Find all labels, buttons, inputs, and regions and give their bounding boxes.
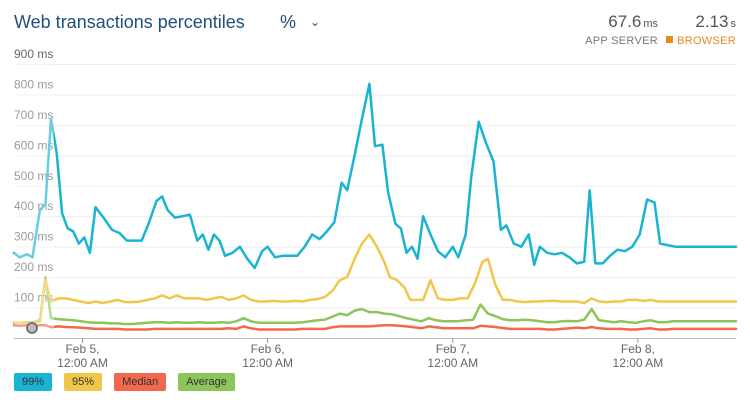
legend-item-95[interactable]: 95% [64, 373, 103, 391]
x-tick-label: 12:00 AM [57, 356, 108, 370]
legend-label-median: Median [122, 376, 159, 388]
y-tick-label: 500 ms [14, 169, 53, 183]
app-server-value: 67.6 [608, 12, 642, 31]
legend-label-95: 95% [72, 376, 95, 388]
browser-unit: s [730, 18, 737, 30]
x-tick-label: 12:00 AM [242, 356, 293, 370]
browser-value: 2.13 [695, 12, 729, 31]
left-fade [14, 64, 54, 338]
y-tick-label: 400 ms [14, 199, 53, 213]
series-line-99 [12, 82, 738, 270]
unit-select[interactable]: % ⌄ [280, 12, 320, 33]
x-tick-label: Feb 8, [621, 342, 655, 356]
browser-label: BROWSER [677, 35, 736, 47]
legend-label-99: 99% [22, 376, 45, 388]
x-tick-label: Feb 5, [65, 342, 99, 356]
series-line-95 [12, 233, 738, 325]
browser-metric: 2.13 s BROWSER [666, 12, 736, 47]
legend-item-average[interactable]: Average [178, 373, 235, 391]
x-tick-label: Feb 7, [436, 342, 470, 356]
series-line-median [12, 323, 738, 331]
legend-item-median[interactable]: Median [114, 373, 167, 391]
chart-legend: 99% 95% Median Average [14, 373, 235, 391]
legend-item-99[interactable]: 99% [14, 373, 53, 391]
y-tick-label: 600 ms [14, 138, 53, 152]
y-tick-label: 300 ms [14, 230, 53, 244]
legend-label-average: Average [186, 376, 227, 388]
y-tick-label: 800 ms [14, 77, 53, 91]
chart-title: Web transactions percentiles [14, 12, 245, 32]
chevron-down-icon: ⌄ [310, 15, 321, 29]
y-tick-label: 900 ms [14, 47, 53, 61]
unit-select-value: % [280, 12, 297, 32]
y-tick-label: 200 ms [14, 260, 53, 274]
series-line-average [12, 275, 738, 326]
x-tick-label: Feb 6, [251, 342, 285, 356]
x-tick-label: 12:00 AM [427, 356, 478, 370]
app-server-unit: ms [643, 18, 658, 30]
chart-scroll-handle[interactable] [26, 322, 38, 334]
app-server-label: APP SERVER [585, 35, 658, 47]
browser-square-icon [666, 36, 674, 43]
y-tick-label: 700 ms [14, 108, 53, 122]
app-server-metric: 67.6 ms APP SERVER [585, 12, 658, 47]
x-tick-label: 12:00 AM [613, 356, 664, 370]
